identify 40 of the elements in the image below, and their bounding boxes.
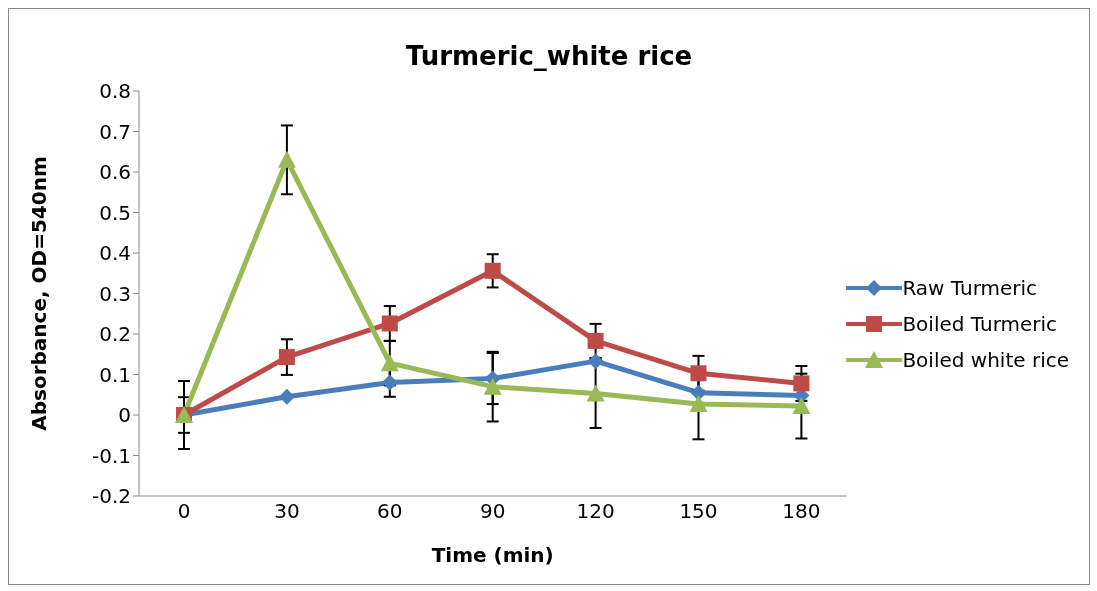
point bbox=[689, 395, 708, 413]
y-tick-label: 0 bbox=[118, 403, 131, 428]
x-tick-label: 0 bbox=[177, 499, 191, 524]
y-axis-title: Absorbance, OD=540nm bbox=[27, 156, 52, 431]
point bbox=[793, 375, 810, 392]
point bbox=[277, 150, 296, 168]
point bbox=[484, 262, 501, 279]
point bbox=[690, 365, 707, 382]
x-tick-label: 180 bbox=[782, 499, 821, 524]
point bbox=[381, 374, 398, 391]
x-tick-label: 60 bbox=[377, 499, 403, 524]
point bbox=[690, 384, 707, 401]
y-tick-label: 0.4 bbox=[99, 241, 131, 266]
point bbox=[792, 397, 811, 415]
point bbox=[587, 353, 604, 370]
y-tick-label: 0.7 bbox=[99, 119, 131, 144]
point bbox=[586, 384, 605, 402]
y-tick-label: 0.2 bbox=[99, 322, 131, 347]
legend-label: Boiled white rice bbox=[902, 347, 1069, 372]
point bbox=[278, 349, 295, 366]
chart-title: Turmeric_white rice bbox=[404, 41, 694, 71]
y-tick-label: 0.3 bbox=[99, 281, 131, 306]
point bbox=[587, 332, 604, 349]
point bbox=[380, 354, 399, 372]
x-tick-label: 90 bbox=[479, 499, 506, 524]
y-tick-label: 0.5 bbox=[99, 200, 131, 225]
y-tick-label: 0.1 bbox=[99, 362, 131, 387]
y-tick-label: -0.2 bbox=[91, 484, 131, 509]
x-tick-label: 30 bbox=[274, 499, 300, 524]
legend-label: Raw Turmeric bbox=[902, 275, 1038, 300]
y-tick-label: 0.6 bbox=[99, 160, 131, 185]
point bbox=[381, 315, 398, 332]
x-axis-title: Time (min) bbox=[431, 543, 554, 567]
point bbox=[483, 377, 502, 395]
x-tick-label: 150 bbox=[679, 499, 718, 524]
y-tick-label: -0.1 bbox=[91, 443, 131, 468]
point bbox=[278, 388, 295, 405]
y-tick-label: 0.8 bbox=[99, 79, 131, 104]
legend-label: Boiled Turmeric bbox=[902, 311, 1058, 336]
x-tick-label: 120 bbox=[576, 499, 615, 524]
